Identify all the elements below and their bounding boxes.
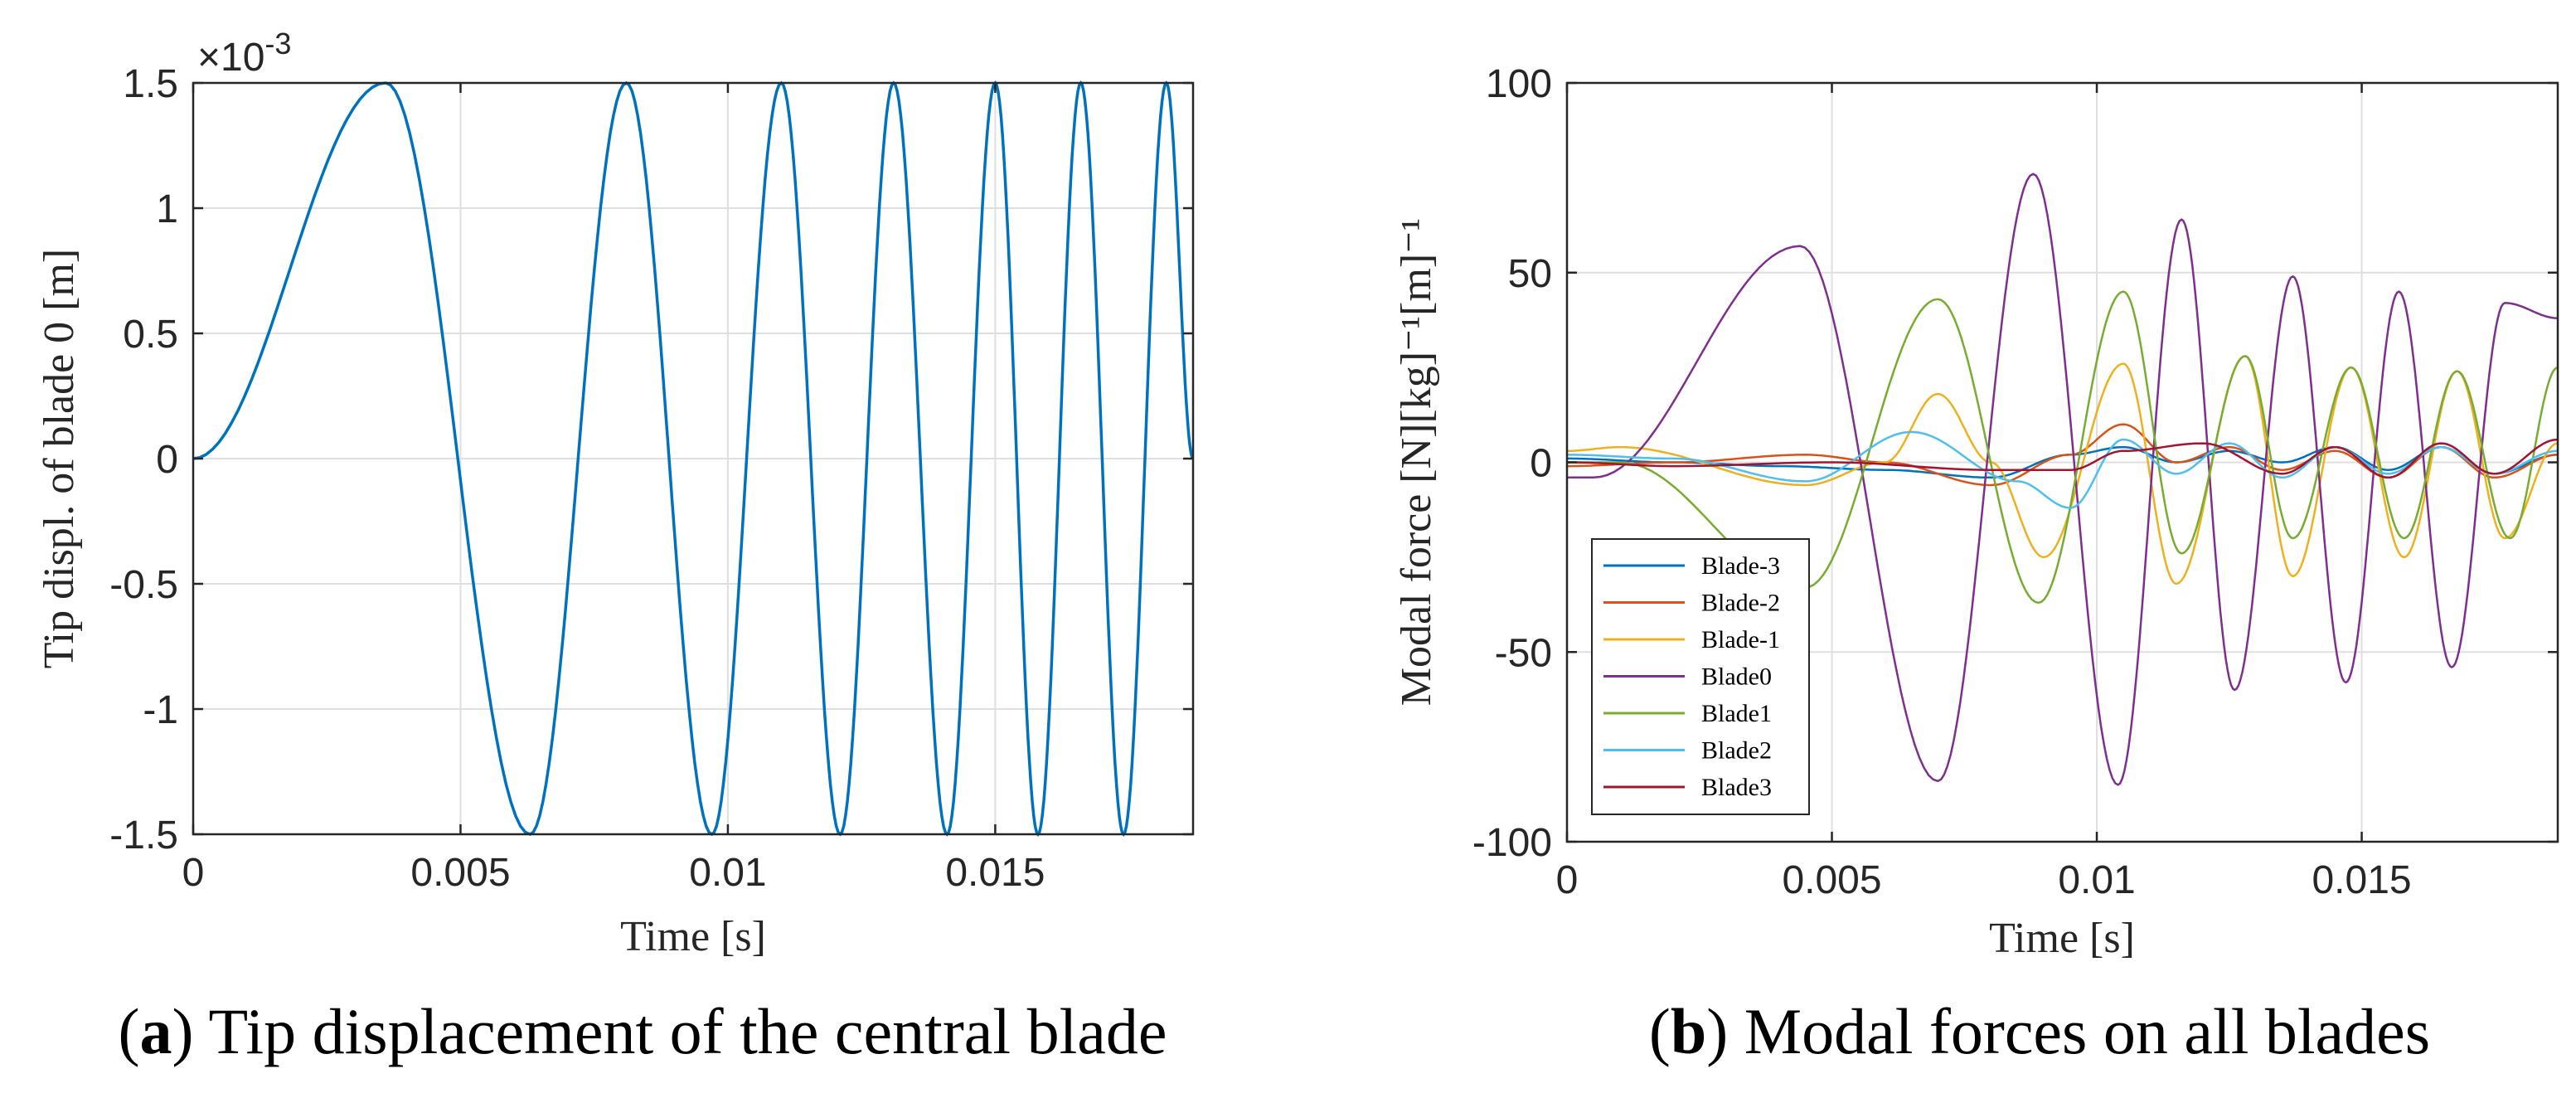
panel-b-legend: Blade-3 Blade-2 Blade-1 Blade0 Blade1 Blade2 B… bbox=[1591, 538, 1810, 815]
panel-a-x-tick-label: 0.015 bbox=[945, 851, 1045, 895]
legend-label-blade-1: Blade-1 bbox=[1701, 626, 1780, 653]
panel-a-tip-displacement: 0 0.005 0.01 0.015 -1.5 -1 -0.5 0 0.5 1 1.5 ×10-3… bbox=[36, 27, 1195, 1067]
panel-a-x-ticks: 0 0.005 0.01 0.015 bbox=[182, 83, 1045, 895]
panel-a-y-exponent: ×10-3 bbox=[197, 27, 291, 80]
legend-label-blade-2: Blade-2 bbox=[1701, 590, 1780, 617]
panel-a-y-tick-label: -1 bbox=[143, 688, 178, 732]
panel-b-y-tick-label: 50 bbox=[1508, 252, 1552, 296]
panel-b-x-tick-label: 0.01 bbox=[2058, 858, 2135, 902]
panel-b-x-tick-label: 0 bbox=[1556, 858, 1579, 902]
legend-label-blade1: Blade1 bbox=[1701, 700, 1772, 727]
panel-b-series-blade3 bbox=[1567, 438, 2559, 479]
panel-a-y-tick-label: 1 bbox=[156, 187, 178, 231]
panel-b-series-lines bbox=[1566, 172, 2559, 786]
panel-a-y-ticks: -1.5 -1 -0.5 0 0.5 1 1.5 bbox=[109, 62, 1193, 857]
panel-a-x-tick-label: 0.01 bbox=[689, 851, 766, 895]
panel-b-series-blade-2 bbox=[1567, 423, 2559, 487]
panel-b-x-ticks: 0 0.005 0.01 0.015 bbox=[1556, 83, 2412, 902]
panel-b-x-label: Time [s] bbox=[1989, 915, 2135, 962]
panel-b-y-ticks: -100 -50 0 50 100 bbox=[1472, 62, 2558, 865]
panel-a-y-tick-label: 0 bbox=[156, 438, 178, 482]
panel-b-x-tick-label: 0.005 bbox=[1782, 858, 1881, 902]
panel-a-y-tick-label: 1.5 bbox=[123, 62, 178, 106]
panel-a-caption: (a) Tip displacement of the central blad… bbox=[118, 995, 1167, 1067]
panel-b-series-blade1 bbox=[1567, 290, 2559, 605]
panel-b-modal-forces: 0 0.005 0.01 0.015 -100 -50 0 50 100 Time [s] M… bbox=[1393, 62, 2559, 1067]
legend-label-blade0: Blade0 bbox=[1701, 663, 1772, 691]
legend-label-blade-3: Blade-3 bbox=[1701, 552, 1780, 580]
legend-label-blade3: Blade3 bbox=[1701, 774, 1772, 801]
panel-a-y-tick-label: -0.5 bbox=[109, 563, 178, 607]
panel-b-y-tick-label: -100 bbox=[1472, 821, 1552, 865]
panel-a-y-tick-label: 0.5 bbox=[123, 313, 178, 357]
legend-label-blade2: Blade2 bbox=[1701, 737, 1772, 765]
panel-b-x-tick-label: 0.015 bbox=[2312, 858, 2411, 902]
panel-a-x-tick-label: 0 bbox=[182, 851, 205, 895]
panel-b-series-blade-1 bbox=[1567, 355, 2559, 585]
panel-b-caption: (b) Modal forces on all blades bbox=[1649, 995, 2430, 1067]
panel-b-y-tick-label: -50 bbox=[1495, 631, 1552, 675]
panel-a-y-tick-label: -1.5 bbox=[109, 814, 178, 857]
panel-a-x-label: Time [s] bbox=[620, 913, 766, 960]
panel-b-y-label: Modal force [N][kg]⁻¹[m]⁻¹ bbox=[1393, 218, 1440, 707]
panel-a-x-tick-label: 0.005 bbox=[410, 851, 510, 895]
panel-b-y-tick-label: 0 bbox=[1530, 442, 1552, 486]
panel-a-y-label: Tip displ. of blade 0 [m] bbox=[36, 249, 83, 669]
panel-b-series-blade2 bbox=[1566, 430, 2559, 509]
panel-b-y-tick-label: 100 bbox=[1486, 62, 1552, 106]
panel-a-grid bbox=[192, 82, 1193, 835]
